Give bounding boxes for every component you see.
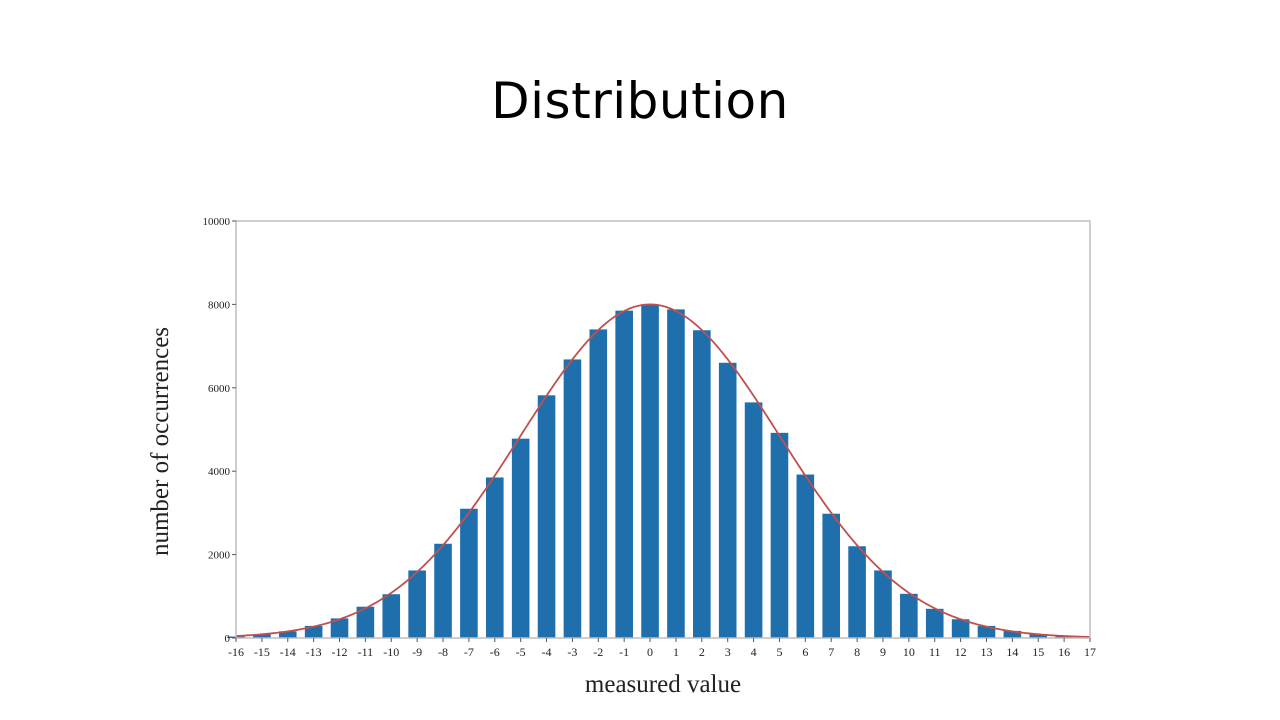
bar-15	[1029, 634, 1048, 638]
y-tick-label: 8000	[208, 299, 231, 311]
x-tick-label: -13	[306, 645, 322, 659]
bar--5	[511, 438, 530, 638]
bar-9	[874, 570, 892, 638]
x-tick-label: -9	[412, 645, 422, 659]
bar--15	[253, 634, 271, 638]
x-tick-label: 8	[854, 645, 860, 659]
bar--7	[460, 508, 478, 638]
x-tick-label: 14	[1006, 645, 1018, 659]
y-tick-label: 0	[225, 633, 231, 645]
fit-curve-layer	[235, 303, 1091, 638]
bar--11	[356, 606, 375, 638]
bar--6	[485, 477, 504, 638]
x-tick-label: 6	[802, 645, 808, 659]
x-tick-label: -3	[567, 645, 577, 659]
x-tick-label: -5	[516, 645, 526, 659]
y-tick-label: 4000	[208, 466, 231, 478]
x-tick-label: -14	[280, 645, 296, 659]
bar--12	[330, 618, 349, 638]
x-tick-label: 12	[955, 645, 967, 659]
bar--14	[278, 631, 297, 638]
x-tick-label: 2	[699, 645, 705, 659]
x-tick-label: -11	[358, 645, 374, 659]
x-tick-label: 11	[929, 645, 941, 659]
bar-4	[744, 402, 763, 638]
bar-14	[1003, 630, 1022, 638]
bars-layer	[227, 304, 1073, 638]
x-tick-label: -15	[254, 645, 270, 659]
slide-title: Distribution	[491, 72, 789, 130]
bar--10	[382, 594, 401, 638]
x-tick-label: 13	[980, 645, 992, 659]
x-tick-label: -1	[619, 645, 629, 659]
x-ticks: -16 -15 -14 -13 -12 -11 -10 -9 -8 -7 -6 -5 -4 -3 -2 -1 0…	[228, 638, 1096, 659]
bar-16	[1055, 636, 1073, 638]
x-tick-label: 4	[751, 645, 757, 659]
y-tick-label: 2000	[208, 550, 231, 562]
bar--13	[304, 625, 323, 638]
plot-frame	[235, 220, 1091, 639]
bar-6	[796, 474, 815, 638]
bar-1	[667, 309, 685, 638]
bar--8	[434, 543, 452, 638]
bar-13	[977, 625, 996, 638]
x-tick-label: -7	[464, 645, 474, 659]
y-tick-label: 6000	[208, 383, 231, 395]
bar--4	[537, 395, 556, 638]
x-tick-label: -4	[542, 645, 552, 659]
bar--3	[563, 359, 582, 638]
y-ticks: 0 2000 4000 6000 8000 10000	[203, 216, 236, 645]
x-tick-label: -6	[490, 645, 500, 659]
x-tick-label: 15	[1032, 645, 1044, 659]
x-tick-label: -12	[332, 645, 348, 659]
bar-3	[718, 362, 737, 638]
x-tick-label: 5	[776, 645, 782, 659]
bar-7	[822, 513, 841, 638]
x-tick-label: 10	[903, 645, 915, 659]
bar-8	[848, 546, 866, 638]
x-tick-label: 17	[1084, 645, 1096, 659]
bar-2	[693, 330, 711, 638]
x-tick-label: 3	[725, 645, 731, 659]
fit-curve	[235, 303, 1091, 638]
x-tick-label: 1	[673, 645, 679, 659]
bar-12	[951, 619, 970, 638]
bar-5	[770, 432, 789, 638]
x-tick-label: -10	[383, 645, 399, 659]
x-tick-label: -8	[438, 645, 448, 659]
x-tick-label: 9	[880, 645, 886, 659]
bar-11	[925, 608, 944, 638]
y-axis-label: number of occurrences	[147, 327, 174, 556]
x-tick-label: 0	[647, 645, 653, 659]
bar-0	[641, 304, 659, 638]
x-tick-label: 16	[1058, 645, 1070, 659]
x-tick-label: -2	[593, 645, 603, 659]
x-tick-label: 7	[828, 645, 834, 659]
bar--1	[615, 310, 633, 638]
y-tick-label: 10000	[203, 216, 231, 228]
bar--2	[589, 329, 608, 638]
x-axis-label: measured value	[585, 671, 741, 698]
x-tick-label: -16	[228, 645, 244, 659]
bar-10	[900, 593, 918, 638]
bar--9	[408, 570, 426, 638]
